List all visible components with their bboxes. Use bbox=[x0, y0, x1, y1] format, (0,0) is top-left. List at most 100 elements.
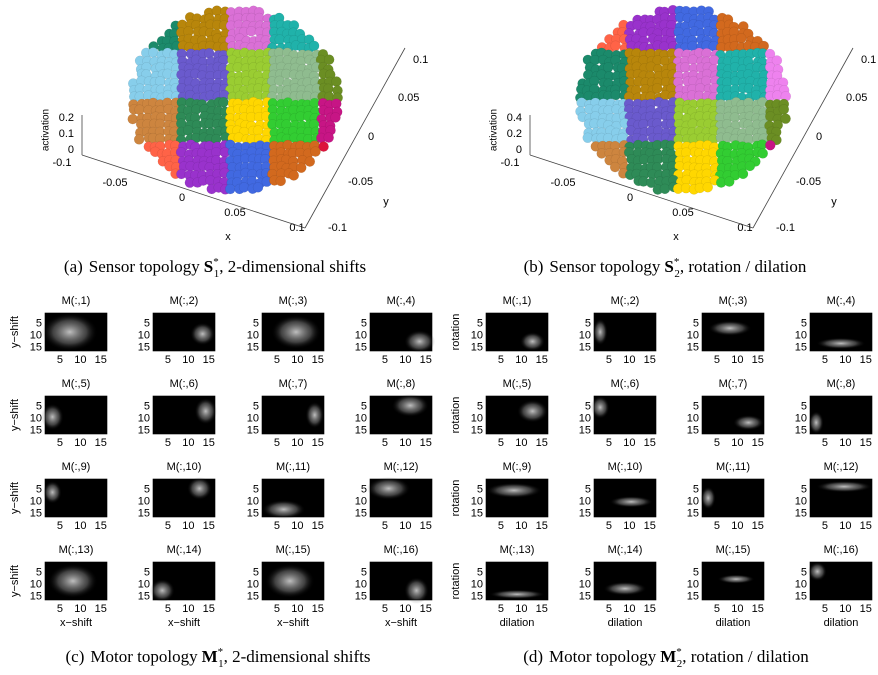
subplot-title: M(:,11) bbox=[276, 461, 310, 473]
x-tick-label: 0.1 bbox=[737, 222, 752, 234]
heatmap-blob bbox=[816, 338, 866, 349]
caption-symbol: S bbox=[664, 257, 673, 276]
point bbox=[305, 157, 315, 167]
y-axis-label: y bbox=[383, 196, 389, 208]
y-tick-label: 15 bbox=[579, 590, 591, 602]
x-tick-label: 5 bbox=[57, 520, 63, 532]
heatmap-blob bbox=[187, 477, 212, 500]
y-axis-label: y−shift bbox=[9, 399, 21, 431]
y-tick-label: 15 bbox=[355, 341, 367, 353]
caption-label: (b) bbox=[524, 257, 544, 276]
subplot-title: M(:,2) bbox=[611, 295, 640, 307]
caption: (a)Sensor topologyS*1, 2-dimensional shi… bbox=[64, 256, 366, 280]
y-tick-label: 5 bbox=[801, 318, 807, 330]
caption-label: (a) bbox=[64, 257, 83, 276]
caption-rest: , rotation / dilation bbox=[682, 647, 809, 666]
y-tick-label: 10 bbox=[795, 412, 807, 424]
subplot-title: M(:,8) bbox=[827, 378, 856, 390]
y-tick-label: 5 bbox=[144, 484, 150, 496]
x-tick-label: 15 bbox=[536, 603, 548, 615]
z-tick-label: 0 bbox=[516, 144, 522, 156]
y-tick-label: 5 bbox=[361, 401, 367, 413]
point bbox=[225, 184, 235, 194]
caption-text: Sensor topology bbox=[89, 257, 200, 276]
x-tick-label: 5 bbox=[274, 437, 280, 449]
heatmap-blob bbox=[271, 315, 321, 349]
x-tick-label: 10 bbox=[515, 520, 527, 532]
x-tick-label: 15 bbox=[203, 354, 215, 366]
heatmap-blob bbox=[718, 575, 755, 584]
x-tick-label: 10 bbox=[291, 520, 303, 532]
x-tick-label: 15 bbox=[420, 437, 432, 449]
y-tick-label: 10 bbox=[355, 412, 367, 424]
y-tick-label: 5 bbox=[253, 318, 259, 330]
subplot-title: M(:,11) bbox=[716, 461, 750, 473]
y-tick-label: 5 bbox=[36, 567, 42, 579]
x-tick-label: 5 bbox=[714, 437, 720, 449]
x-tick-label: 0 bbox=[179, 192, 185, 204]
y-tick-label: 15 bbox=[30, 507, 42, 519]
y-tick-label: 15 bbox=[247, 507, 259, 519]
heatmap-blob bbox=[708, 321, 751, 336]
y-tick-label: 15 bbox=[687, 590, 699, 602]
heatmap-blob bbox=[593, 319, 608, 346]
x-tick-label: 15 bbox=[860, 603, 872, 615]
y-tick-label: 15 bbox=[687, 424, 699, 436]
x-tick-label: 5 bbox=[606, 603, 612, 615]
x-tick-label: 5 bbox=[714, 603, 720, 615]
y-tick-label: 5 bbox=[693, 318, 699, 330]
x-tick-label: 15 bbox=[752, 520, 764, 532]
point bbox=[611, 41, 621, 51]
subplot-title: M(:,16) bbox=[384, 544, 419, 556]
x-tick-label: 5 bbox=[274, 603, 280, 615]
heatmap-blob bbox=[520, 332, 545, 351]
y-axis-label: y bbox=[831, 196, 837, 208]
y-axis-label: rotation bbox=[450, 314, 462, 351]
x-tick-label: 5 bbox=[498, 520, 504, 532]
point bbox=[296, 163, 306, 173]
x-tick-label: 10 bbox=[515, 354, 527, 366]
caption-sup: * bbox=[213, 256, 219, 268]
point-cloud bbox=[128, 6, 343, 195]
y-tick-label: 10 bbox=[687, 495, 699, 507]
y-tick-label: 0 bbox=[816, 131, 822, 143]
x-tick-label: 10 bbox=[291, 437, 303, 449]
y-tick-label: 10 bbox=[138, 578, 150, 590]
y-tick-label: 15 bbox=[30, 341, 42, 353]
subplot-title: M(:,10) bbox=[608, 461, 643, 473]
y-axis-label: rotation bbox=[450, 397, 462, 434]
z-tick-label: 0.4 bbox=[507, 112, 522, 124]
y-tick-label: 5 bbox=[693, 484, 699, 496]
x-tick-label: 5 bbox=[57, 354, 63, 366]
x-tick-label: 10 bbox=[74, 437, 86, 449]
point bbox=[610, 162, 620, 172]
caption-symbol: S bbox=[204, 257, 213, 276]
heatmap-blob bbox=[733, 415, 764, 430]
x-tick-label: 5 bbox=[165, 354, 171, 366]
heatmap-blob bbox=[591, 396, 610, 419]
z-tick-label: 0 bbox=[68, 144, 74, 156]
x-tick-label: 15 bbox=[752, 437, 764, 449]
y-tick-label: 10 bbox=[30, 495, 42, 507]
subplot-title: M(:,16) bbox=[824, 544, 859, 556]
y-tick-label: 10 bbox=[355, 495, 367, 507]
y-tick-label: 5 bbox=[477, 567, 483, 579]
point bbox=[219, 97, 229, 107]
y-tick-label: 10 bbox=[30, 329, 42, 341]
x-tick-label: 10 bbox=[399, 520, 411, 532]
heatmap-blob bbox=[265, 564, 315, 598]
y-tick-label: -0.1 bbox=[776, 222, 795, 234]
caption-text: Sensor topology bbox=[549, 257, 660, 276]
x-tick-label: 10 bbox=[74, 354, 86, 366]
y-tick-label: 10 bbox=[471, 329, 483, 341]
x-tick-label: 10 bbox=[74, 520, 86, 532]
x-tick-label: 5 bbox=[165, 603, 171, 615]
y-tick-label: 15 bbox=[138, 507, 150, 519]
y-tick-label: 10 bbox=[795, 329, 807, 341]
point bbox=[276, 176, 286, 186]
z-axis-label: activation bbox=[41, 109, 52, 151]
x-tick-label: 5 bbox=[274, 354, 280, 366]
subplot-title: M(:,9) bbox=[62, 461, 91, 473]
y-tick-label: 15 bbox=[579, 507, 591, 519]
